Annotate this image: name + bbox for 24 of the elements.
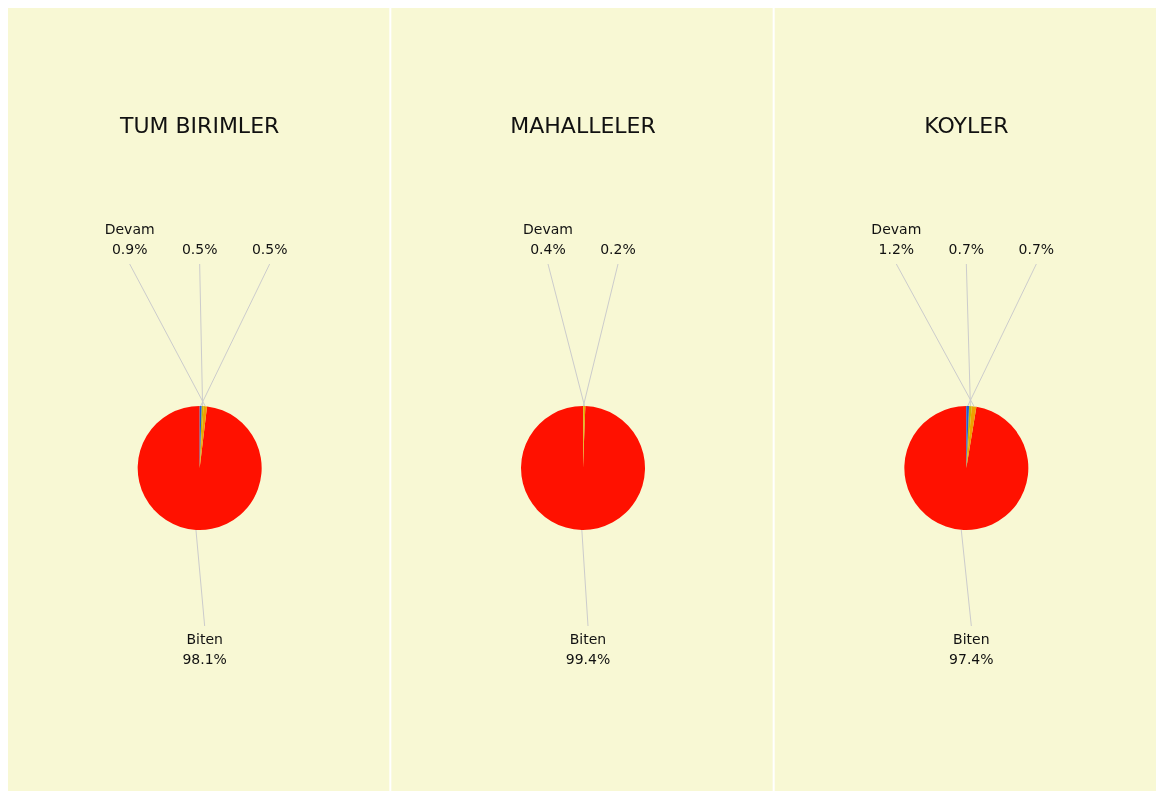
slice-label: Biten	[186, 631, 223, 647]
slice-label: Biten	[569, 631, 607, 647]
data-label: 0.5%	[181, 241, 218, 257]
pie-slice	[521, 406, 645, 530]
data-label: 98.1%	[182, 651, 227, 667]
data-label: 0.9%	[111, 241, 148, 257]
data-label: 1.2%	[878, 241, 915, 257]
chart-title: TUM BIRIMLER	[119, 113, 280, 138]
pie-slice	[137, 406, 262, 530]
data-label: 97.4%	[949, 651, 994, 667]
slice-label: Devam	[523, 221, 573, 237]
pie-slice	[904, 406, 1029, 530]
data-label: 0.5%	[251, 241, 288, 257]
slice-label: Devam	[104, 221, 155, 237]
data-label: 0.7%	[1018, 241, 1055, 257]
chart-title: MAHALLELER	[510, 113, 656, 138]
slice-label: Devam	[871, 221, 922, 237]
pie-slice	[966, 406, 977, 468]
chart-title: KOYLER	[924, 113, 1009, 138]
data-label: 0.7%	[948, 241, 985, 257]
data-label: 99.4%	[565, 651, 611, 667]
data-label: 0.2%	[600, 241, 636, 257]
slice-label: Biten	[953, 631, 990, 647]
data-label: 0.4%	[530, 241, 566, 257]
